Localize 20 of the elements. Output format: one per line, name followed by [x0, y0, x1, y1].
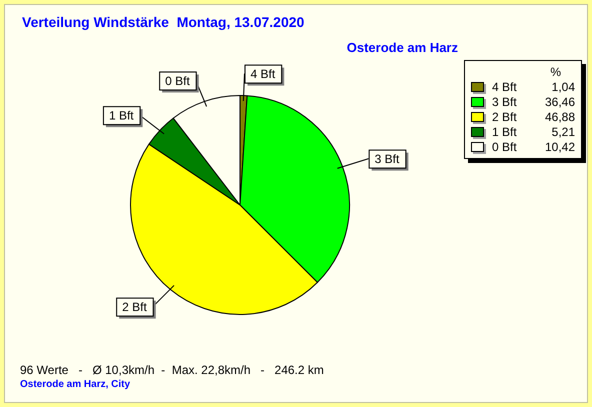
data-label: 46,88	[544, 110, 575, 124]
text: 96 Werte - Ø 10,3km/h - Max. 22,8km/h - 246.2 km	[20, 363, 324, 377]
chart-subtitle: Osterode am Harz	[346, 40, 458, 55]
data-label: 10,42	[544, 140, 575, 154]
slice-label: 0 Bft	[165, 74, 190, 88]
legend-title: %	[549, 65, 562, 79]
legend-label: 2 Bft	[492, 110, 518, 124]
slice-label: 1 Bft	[108, 108, 134, 122]
legend-label: 3 Bft	[492, 94, 518, 108]
data-label: 1,04	[550, 80, 575, 94]
slice-label: 2 Bft	[122, 300, 148, 314]
slice-label: 3 Bft	[374, 152, 400, 166]
legend-label: 0 Bft	[492, 140, 518, 154]
data-label: 36,46	[544, 94, 575, 108]
chart-title: Verteilung Windstärke Montag, 13.07.2020	[22, 14, 304, 30]
slice-label: 4 Bft	[250, 66, 276, 81]
text: Osterode am Harz, City	[20, 379, 130, 390]
legend-label: 1 Bft	[492, 124, 518, 138]
legend-label: 4 Bft	[492, 80, 518, 94]
data-label: 5,21	[550, 124, 575, 138]
